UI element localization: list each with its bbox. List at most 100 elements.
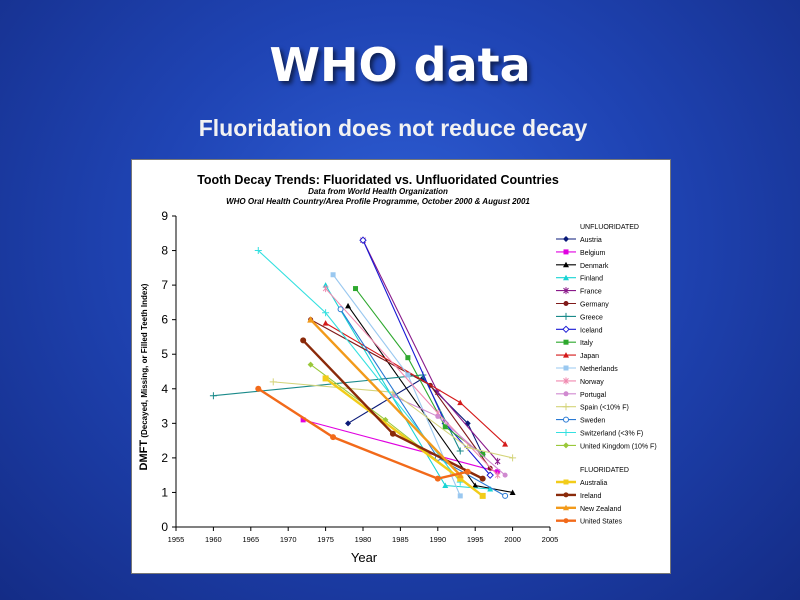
legend-item: Belgium [556, 249, 605, 257]
data-point [353, 286, 359, 292]
legend-item: Italy [556, 339, 593, 347]
y-axis-label-detail: (Decayed, Missing, or Filled Teeth Index… [140, 283, 149, 440]
y-tick-label: 1 [161, 485, 168, 499]
legend-label: Iceland [580, 327, 603, 334]
chart-subtitle-line1: Data from World Health Organization [308, 187, 448, 196]
chart-title: Tooth Decay Trends: Fluoridated vs. Unfl… [197, 173, 559, 187]
data-point [255, 385, 262, 392]
data-point [563, 492, 569, 498]
data-point [457, 475, 464, 482]
legend-label: Norway [580, 379, 604, 386]
data-point [479, 475, 486, 482]
legend-group-fluoridated: FLUORIDATED [580, 467, 629, 474]
data-point [562, 403, 570, 411]
legend-label: Finland [580, 276, 603, 283]
x-tick-label: 2000 [504, 535, 521, 544]
data-point [464, 468, 471, 475]
legend-item: New Zealand [556, 504, 621, 513]
legend-item: Netherlands [556, 365, 618, 373]
chart-svg: Tooth Decay Trends: Fluoridated vs. Unfl… [138, 173, 657, 565]
data-point [464, 444, 472, 452]
x-tick-label: 1970 [280, 535, 297, 544]
data-point [563, 352, 569, 358]
series-new-zealand [307, 316, 464, 479]
data-point [300, 337, 307, 344]
data-point [307, 316, 315, 323]
x-tick-label: 1960 [205, 535, 222, 544]
legend-item: Switzerland (<3% F) [556, 429, 643, 438]
legend-label: New Zealand [580, 506, 621, 513]
y-tick-label: 0 [161, 520, 168, 534]
data-point [457, 399, 464, 406]
legend-label: Netherlands [580, 366, 618, 373]
x-tick-label: 2005 [542, 535, 559, 544]
x-tick-label: 1985 [392, 535, 409, 544]
data-point [563, 339, 569, 345]
data-point [389, 430, 396, 437]
legend-label: Ireland [580, 493, 602, 500]
legend-item: United States [556, 518, 623, 526]
legend-item: Denmark [556, 261, 609, 270]
legend-item: Sweden [556, 416, 605, 425]
data-point [562, 325, 570, 334]
y-tick-label: 3 [161, 416, 168, 430]
legend-label: Spain (<10% F) [580, 405, 629, 412]
data-point [209, 392, 217, 400]
series-layer [209, 236, 517, 499]
data-point [345, 420, 352, 427]
data-point [563, 287, 569, 295]
data-point [345, 302, 352, 309]
data-point [509, 489, 516, 495]
data-point [563, 301, 569, 306]
legend-item: France [556, 287, 602, 296]
data-point [442, 424, 448, 430]
series-switzerland-3-f [254, 247, 464, 486]
y-tick-label: 9 [161, 209, 168, 223]
data-point [563, 236, 569, 242]
data-point [562, 429, 570, 436]
data-point [322, 282, 329, 288]
legend-group-unfluoridated: UNFLUORIDATED [580, 224, 639, 231]
x-tick-label: 1955 [168, 535, 185, 544]
data-point [487, 485, 494, 492]
data-point [502, 492, 509, 499]
legend-item: Greece [556, 312, 603, 321]
legend-item: Germany [556, 301, 609, 309]
legend-label: Japan [580, 353, 599, 360]
legend-label: Australia [580, 480, 607, 487]
data-point [502, 441, 509, 447]
legend-label: Italy [580, 340, 593, 347]
y-axis-label-main: DMFT [138, 440, 150, 471]
data-point [563, 391, 569, 397]
legend-item: Australia [556, 479, 607, 487]
series-line [273, 381, 513, 459]
legend-label: Switzerland (<3% F) [580, 431, 643, 438]
data-point [563, 365, 569, 371]
series-united-states [255, 385, 471, 482]
data-point [563, 504, 569, 511]
x-axis-label: Year [351, 550, 378, 565]
legend-label: Germany [580, 302, 609, 309]
data-point [563, 274, 569, 281]
chart-panel: Tooth Decay Trends: Fluoridated vs. Unfl… [131, 159, 671, 574]
data-point [486, 471, 494, 479]
data-point [442, 482, 449, 489]
series-line [309, 318, 462, 476]
data-point [563, 518, 569, 524]
series-line [303, 419, 498, 473]
data-point [456, 447, 464, 455]
legend-label: Belgium [580, 250, 605, 257]
legend-item: Austria [556, 236, 602, 244]
y-tick-label: 5 [161, 347, 168, 361]
x-tick-label: 1965 [242, 535, 259, 544]
data-point [330, 272, 336, 278]
data-point [494, 471, 501, 479]
y-tick-label: 7 [161, 278, 168, 292]
data-point [494, 457, 501, 465]
legend-item: Japan [556, 352, 599, 360]
data-point [405, 355, 411, 361]
y-tick-label: 6 [161, 313, 168, 327]
data-point [322, 285, 329, 293]
data-point [472, 482, 479, 489]
y-tick-label: 8 [161, 244, 168, 258]
